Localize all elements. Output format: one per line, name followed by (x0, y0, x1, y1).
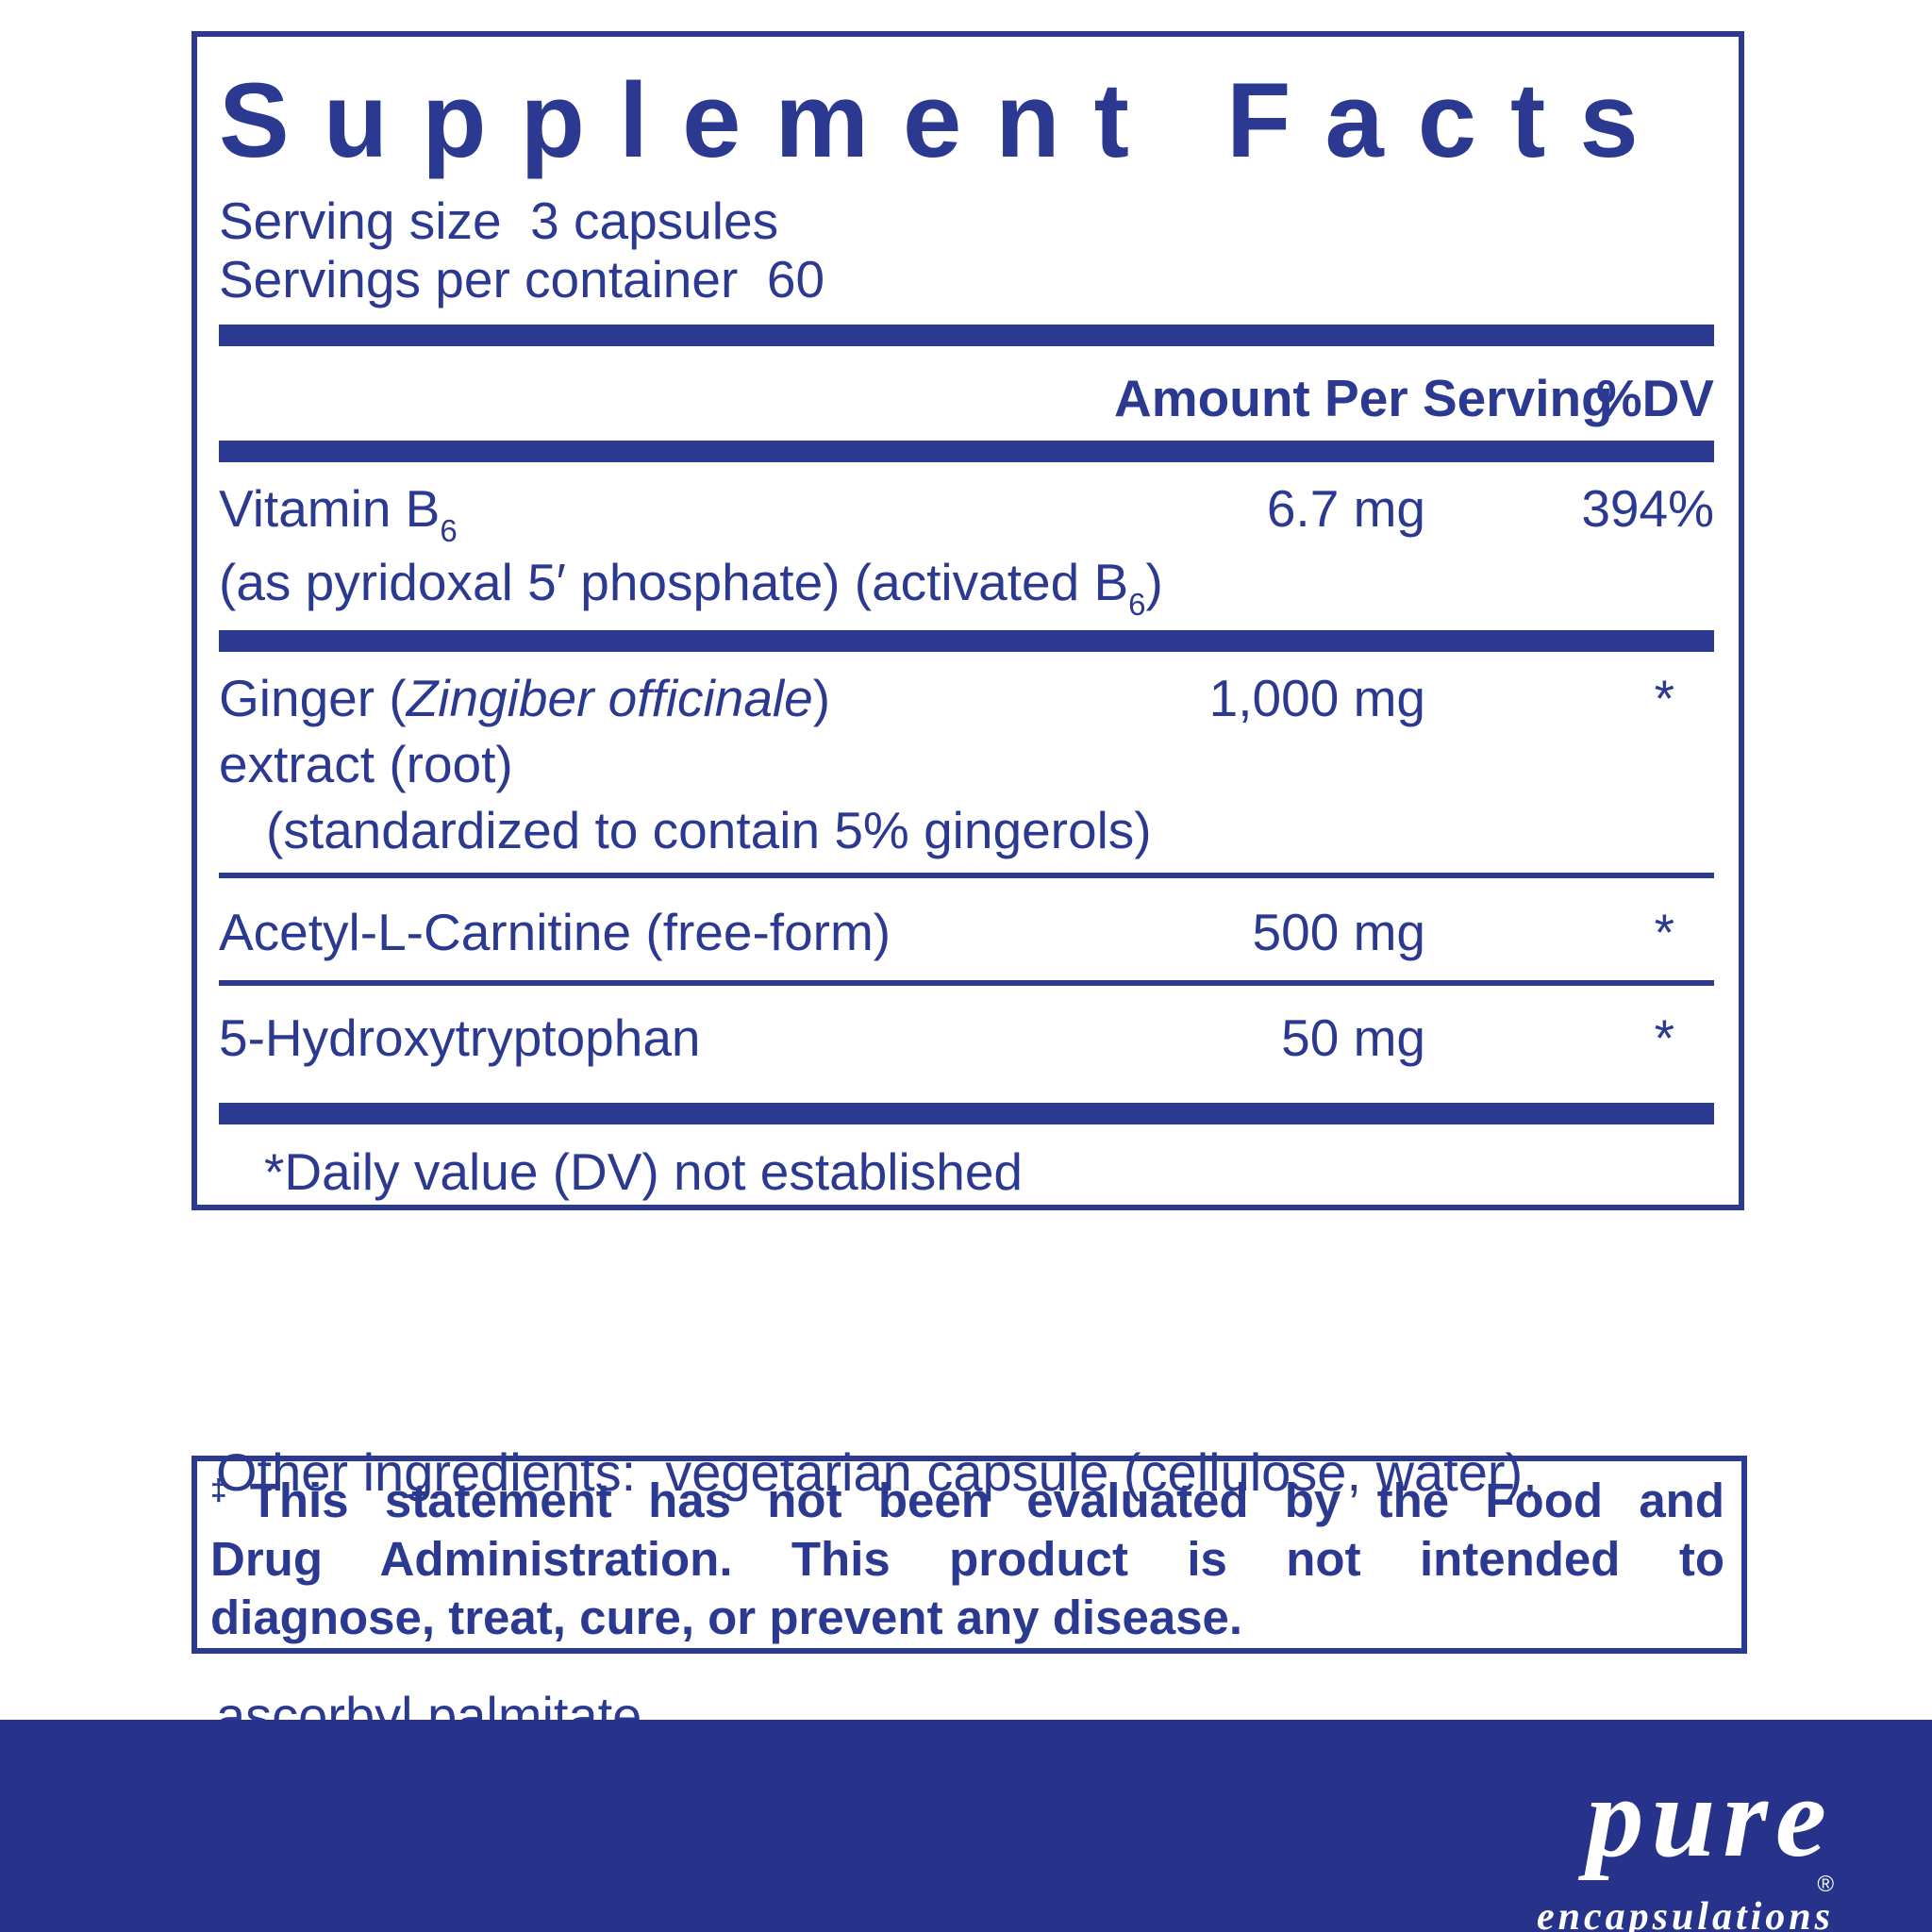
vitamin-b6-description-close: ) (1145, 552, 1163, 611)
hydroxytryptophan-row: 5-Hydroxytryptophan 50 mg * (219, 986, 1714, 1071)
row-divider-1 (219, 872, 1714, 878)
servings-per-container-line: Servings per container 60 (219, 249, 825, 308)
hydroxytryptophan-dv: * (1654, 1008, 1674, 1067)
ginger-name: Ginger (Zingiber officinale) (219, 665, 1114, 731)
vitamin-b6-description-subscript: 6 (1128, 586, 1146, 622)
column-header-row: Amount Per Serving %DV (219, 346, 1714, 441)
facts-title: Supplement Facts (219, 61, 1673, 179)
section-bar-top (219, 324, 1714, 346)
supplement-facts-panel: Supplement Facts Serving size 3 capsules… (192, 31, 1744, 1210)
acetyl-l-carnitine-dv: * (1654, 902, 1674, 961)
serving-size-line: Serving size 3 capsules (219, 191, 779, 250)
ginger-name-post: ) (812, 668, 831, 727)
amount-per-serving-header: Amount Per Serving (1114, 368, 1613, 427)
percent-dv-header: %DV (1595, 368, 1714, 427)
brand-logo: pure ® encapsulations (1536, 1754, 1834, 1932)
brand-footer-bar: pure ® encapsulations (0, 1720, 1932, 1932)
other-ingredients-line-1: Other ingredients: vegetarian capsule (c… (216, 1442, 1538, 1502)
double-dagger-symbol: ‡ (210, 1473, 250, 1507)
disclaimer-line-3: diagnose, treat, cure, or prevent any di… (210, 1591, 1243, 1644)
vitamin-b6-row: Vitamin B6 6.7 mg 394% (219, 462, 1714, 546)
serving-info: Serving size 3 capsules Servings per con… (219, 192, 1714, 308)
section-bar-header-bottom (219, 440, 1714, 462)
ginger-amount: 1,000 mg (1208, 668, 1425, 727)
ginger-standardized-line: (standardized to contain 5% gingerols) (266, 800, 1152, 859)
section-bar-bottom (219, 1102, 1714, 1124)
ginger-dv: * (1654, 668, 1674, 727)
vitamin-b6-description: (as pyridoxal 5′ phosphate) (activated B… (219, 549, 1714, 620)
ginger-name-pre: Ginger ( (219, 668, 407, 727)
disclaimer-line-1-text: This statement has not been evaluated by… (249, 1474, 1724, 1527)
registered-trademark-icon: ® (1817, 1872, 1834, 1898)
vitamin-b6-dv: 394% (1581, 478, 1714, 538)
brand-subtext: encapsulations (1536, 1895, 1834, 1932)
vitamin-b6-description-text: (as pyridoxal 5′ phosphate) (activated B (219, 552, 1129, 611)
hydroxytryptophan-name: 5-Hydroxytryptophan (219, 1008, 701, 1067)
hydroxytryptophan-amount: 50 mg (1281, 1008, 1425, 1067)
acetyl-l-carnitine-row: Acetyl-L-Carnitine (free-form) 500 mg * (219, 878, 1714, 980)
vitamin-b6-name: Vitamin B6 (219, 475, 1114, 546)
vitamin-b6-subscript: 6 (440, 512, 458, 548)
disclaimer-line-1: ‡This statement has not been evaluated b… (210, 1472, 1724, 1530)
daily-value-footnote: *Daily value (DV) not established (264, 1141, 1023, 1201)
ginger-latin-name: Zingiber officinale (406, 668, 813, 727)
section-bar-after-vitamin (219, 629, 1714, 652)
ginger-extract-line: extract (root) (219, 734, 513, 793)
acetyl-l-carnitine-amount: 500 mg (1252, 902, 1425, 961)
row-divider-2 (219, 979, 1714, 986)
brand-wordmark: pure (1586, 1754, 1834, 1881)
disclaimer-line-2: Drug Administration. This product is not… (210, 1532, 1724, 1586)
vitamin-b6-amount: 6.7 mg (1266, 478, 1425, 538)
acetyl-l-carnitine-name: Acetyl-L-Carnitine (free-form) (219, 902, 891, 961)
vitamin-b6-name-text: Vitamin B (219, 478, 441, 538)
ginger-row: Ginger (Zingiber officinale) 1,000 mg * (219, 652, 1714, 731)
fda-disclaimer-box: ‡This statement has not been evaluated b… (192, 1456, 1747, 1654)
